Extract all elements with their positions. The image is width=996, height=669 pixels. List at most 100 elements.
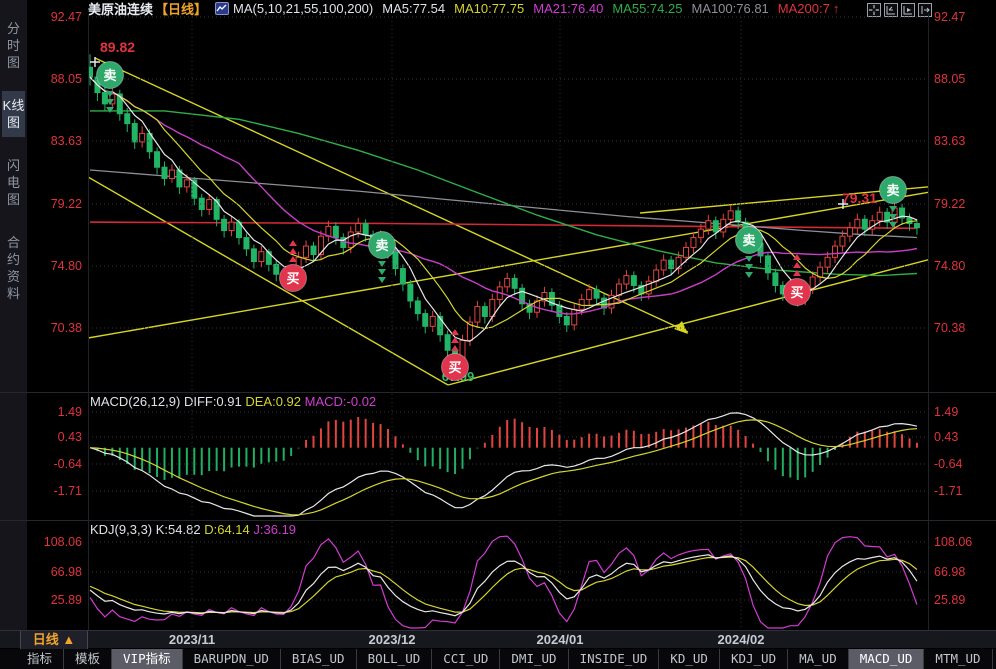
y-axis-label: -1.71 — [53, 484, 83, 498]
indicator-tab-bar: 指标 模板 VIP指标 BARUPDN_UD BIAS_UD BOLL_UD CCI_UD D… — [0, 649, 996, 669]
y-axis-label: 79.22 — [50, 197, 82, 211]
crosshair-icon[interactable] — [867, 3, 881, 17]
y-axis-label: 83.63 — [50, 134, 82, 148]
sell-signal-marker: 卖 — [96, 61, 124, 89]
kdj-panel[interactable] — [0, 520, 996, 630]
y-axis-label: 0.43 — [57, 430, 82, 444]
time-axis-strip: 日线 ▲ 2023/11 2023/12 2024/01 2024/02 — [0, 630, 996, 649]
macd-header: MACD(26,12,9) DIFF:0.91 DEA:0.92 MACD:-0… — [90, 394, 376, 409]
svg-text:89.82: 89.82 — [100, 39, 135, 55]
svg-text:卖: 卖 — [742, 233, 755, 248]
y-axis-label: 66.98 — [50, 565, 82, 579]
y-axis-label: 70.38 — [934, 321, 966, 335]
x-axis-date: 2024/01 — [536, 632, 584, 647]
kdj-k-value: K:54.82 — [155, 522, 201, 537]
macd-panel[interactable] — [0, 392, 996, 520]
y-axis-label: 1.49 — [934, 405, 959, 419]
y-axis-label: 92.47 — [50, 10, 82, 24]
y-axis-label: -1.71 — [934, 484, 963, 498]
y-axis-label: -0.64 — [934, 457, 963, 471]
chart-mode-sidebar: 分时图 K线图闪电图合约资料 — [0, 0, 27, 631]
y-axis-label: 66.98 — [934, 565, 966, 579]
tab-INSIDE_UD[interactable]: INSIDE_UD — [569, 649, 660, 669]
kdj-j-value: J:36.19 — [253, 522, 297, 537]
buy-signal-marker: 买 — [441, 353, 469, 381]
tab-MACD_UD[interactable]: MACD_UD — [848, 649, 925, 669]
svg-text:买: 买 — [448, 360, 461, 375]
panel-divider[interactable] — [0, 520, 996, 521]
tab-BARUPDN_UD[interactable]: BARUPDN_UD — [183, 649, 281, 669]
period-selector-label: 日线 — [32, 632, 59, 647]
y-axis-label: -0.64 — [53, 457, 83, 471]
svg-text:买: 买 — [790, 285, 803, 300]
axis-border-left — [88, 14, 89, 631]
symbol-name: 美原油连续 — [88, 2, 154, 17]
kdj-d-value: D:64.14 — [204, 522, 250, 537]
sidebar-item-K线图[interactable]: K线图 — [2, 91, 25, 137]
y-axis-label: 25.89 — [934, 593, 966, 607]
macd-dea-value: DEA:0.92 — [245, 394, 302, 409]
ma-value: MA200:7 — [777, 1, 830, 16]
kdj-params: KDJ(9,3,3) — [90, 522, 153, 537]
tab->>[interactable]: >> — [993, 649, 996, 669]
ma-value: MA10:77.75 — [454, 1, 525, 16]
y-axis-label: 108.06 — [43, 535, 82, 549]
y-axis-label: 79.22 — [934, 197, 966, 211]
sidebar-item-分时图[interactable]: 分时图 — [6, 21, 20, 70]
sidebar-item-闪电图[interactable]: 闪电图 — [6, 158, 20, 207]
svg-text:79.31: 79.31 — [842, 190, 877, 206]
y-axis-label: 70.38 — [50, 321, 82, 335]
x-axis-date: 2023/11 — [168, 632, 216, 647]
kline-chart-icon — [215, 2, 230, 15]
macd-params: MACD(26,12,9) — [90, 394, 181, 409]
sidebar-item-合约资料[interactable]: 合约资料 — [6, 235, 20, 301]
svg-text:卖: 卖 — [375, 238, 388, 253]
period-label: 【日线】 — [155, 2, 208, 17]
ma-value: MA5:77.54 — [382, 1, 446, 16]
sell-signal-marker: 卖 — [368, 231, 396, 259]
tab-MTM_UD[interactable]: MTM_UD — [924, 649, 993, 669]
ma-value: MA21:76.40 — [533, 1, 604, 16]
tab-KD_UD[interactable]: KD_UD — [659, 649, 720, 669]
svg-text:卖: 卖 — [886, 183, 899, 198]
tab-DMI_UD[interactable]: DMI_UD — [500, 649, 569, 669]
chart-header: 美原油连续 【日线】 MA(5,10,21,55,100,200) MA5:77.… — [88, 0, 848, 17]
ma-value: MA(5,10,21,55,100,200) — [233, 1, 374, 16]
ma200-up-arrow-icon: ↑ — [832, 1, 840, 16]
y-axis-label: 88.05 — [934, 72, 966, 86]
period-up-triangle-icon: ▲ — [62, 632, 76, 647]
macd-diff-value: DIFF:0.91 — [183, 394, 242, 409]
y-axis-label: 108.06 — [934, 535, 973, 549]
x-axis-date: 2023/12 — [368, 632, 416, 647]
y-axis-label: 25.89 — [50, 593, 82, 607]
tab-BOLL_UD[interactable]: BOLL_UD — [357, 649, 433, 669]
y-axis-label: 74.80 — [934, 259, 966, 273]
sell-signal-marker: 卖 — [879, 176, 907, 204]
axis-left-icon[interactable] — [884, 3, 898, 17]
y-axis-label: 88.05 — [50, 72, 82, 86]
panel-divider[interactable] — [0, 392, 996, 393]
tab-指标[interactable]: 指标 — [16, 649, 65, 669]
y-axis-label: 74.80 — [50, 259, 82, 273]
tab-VIP指标[interactable]: VIP指标 — [112, 649, 183, 669]
ma-value: MA100:76.81 — [691, 1, 769, 16]
svg-text:买: 买 — [286, 271, 299, 286]
tab-KDJ_UD[interactable]: KDJ_UD — [720, 649, 789, 669]
ma-values-row: MA(5,10,21,55,100,200) MA5:77.54 MA10:77.7… — [233, 1, 848, 16]
tab-MA_UD[interactable]: MA_UD — [788, 649, 849, 669]
kdj-header: KDJ(9,3,3) K:54.82 D:64.14 J:36.19 — [90, 522, 296, 537]
axis-border-right — [928, 14, 929, 631]
buy-signal-marker: 买 — [279, 264, 307, 292]
period-selector[interactable]: 日线 ▲ — [20, 631, 88, 649]
tab-模板[interactable]: 模板 — [64, 649, 113, 669]
tab-BIAS_UD[interactable]: BIAS_UD — [281, 649, 357, 669]
sell-signal-marker: 卖 — [735, 226, 763, 254]
svg-text:卖: 卖 — [103, 68, 116, 83]
y-axis-label: 92.47 — [934, 10, 966, 24]
tab-CCI_UD[interactable]: CCI_UD — [432, 649, 501, 669]
chart-toolbar — [867, 3, 932, 17]
ma-value: MA55:74.25 — [612, 1, 683, 16]
x-axis-date: 2024/02 — [717, 632, 765, 647]
